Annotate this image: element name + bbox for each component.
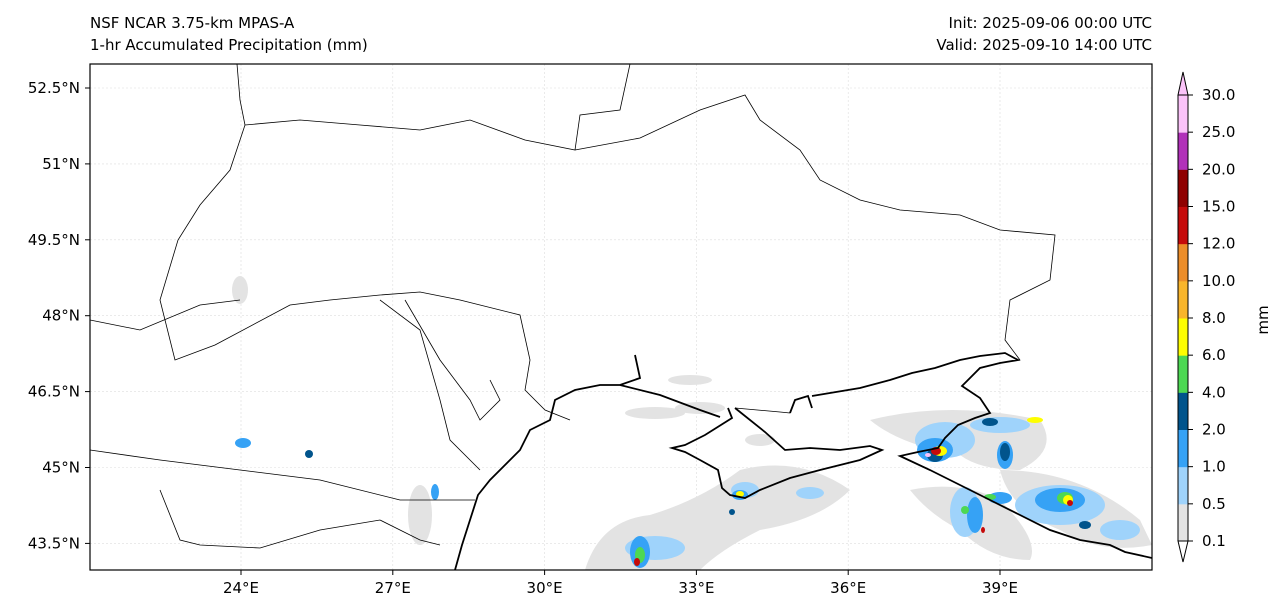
colorbar-tick-label: 12.0 xyxy=(1202,235,1235,253)
model-title: NSF NCAR 3.75-km MPAS-A xyxy=(90,14,295,32)
colorbar-bin xyxy=(1178,206,1188,245)
colorbar-bin xyxy=(1178,132,1188,170)
colorbar-tick-label: 1.0 xyxy=(1202,458,1226,476)
colorbar: 0.1 0.5 1.0 2.0 4.0 6.0 8.0 10.0 12.0 15.0 20.0 25.… xyxy=(1177,71,1235,563)
colorbar-tick-label: 0.1 xyxy=(1202,532,1226,550)
colorbar-bin xyxy=(1178,466,1188,505)
colorbar-tick-label: 2.0 xyxy=(1202,421,1226,439)
lon-tick-label: 36°E xyxy=(830,579,866,597)
lat-tick-label: 43.5°N xyxy=(28,534,80,552)
lat-tick-label: 46.5°N xyxy=(28,383,80,401)
colorbar-tick-label: 15.0 xyxy=(1202,198,1235,216)
map-frame xyxy=(89,63,1153,571)
colorbar-bin xyxy=(1178,318,1188,356)
colorbar-label: mm xyxy=(1254,305,1272,334)
colorbar-tick-label: 25.0 xyxy=(1202,123,1235,141)
colorbar-tick-label: 30.0 xyxy=(1202,86,1235,104)
colorbar-tick-label: 20.0 xyxy=(1202,160,1235,178)
colorbar-bin xyxy=(1178,243,1188,282)
lon-tick-label: 24°E xyxy=(223,579,259,597)
lon-tick-label: 27°E xyxy=(375,579,411,597)
colorbar-bin xyxy=(1178,392,1188,430)
lon-tick-label: 30°E xyxy=(527,579,563,597)
axis-ticks: 24°E 27°E 30°E 33°E 36°E 39°E 52.5°N 51°N 49.5°N… xyxy=(28,79,1018,597)
valid-time: Valid: 2025-09-10 14:00 UTC xyxy=(936,36,1152,54)
lat-tick-label: 48°N xyxy=(42,307,80,325)
colorbar-bin xyxy=(1178,169,1188,207)
colorbar-extend-min xyxy=(1177,540,1189,563)
colorbar-tick-label: 6.0 xyxy=(1202,346,1226,364)
colorbar-bin xyxy=(1178,355,1188,393)
colorbar-tick-label: 4.0 xyxy=(1202,383,1226,401)
lon-tick-label: 33°E xyxy=(678,579,714,597)
colorbar-bin xyxy=(1178,429,1188,468)
colorbar-bin xyxy=(1178,95,1188,133)
lat-tick-label: 52.5°N xyxy=(28,79,80,97)
lat-tick-label: 45°N xyxy=(42,459,80,477)
colorbar-tick-label: 8.0 xyxy=(1202,309,1226,327)
colorbar-bin xyxy=(1178,503,1188,542)
lat-tick-label: 49.5°N xyxy=(28,231,80,249)
colorbar-tick-label: 0.5 xyxy=(1202,495,1226,513)
precip-field xyxy=(232,276,1152,570)
lon-tick-label: 39°E xyxy=(982,579,1018,597)
colorbar-bin xyxy=(1178,280,1188,319)
lat-tick-label: 51°N xyxy=(42,155,80,173)
init-time: Init: 2025-09-06 00:00 UTC xyxy=(948,14,1152,32)
graticule xyxy=(90,64,1152,570)
colorbar-extend-max xyxy=(1177,71,1189,96)
field-title: 1-hr Accumulated Precipitation (mm) xyxy=(90,36,368,54)
colorbar-tick-label: 10.0 xyxy=(1202,272,1235,290)
borders xyxy=(90,64,1152,570)
